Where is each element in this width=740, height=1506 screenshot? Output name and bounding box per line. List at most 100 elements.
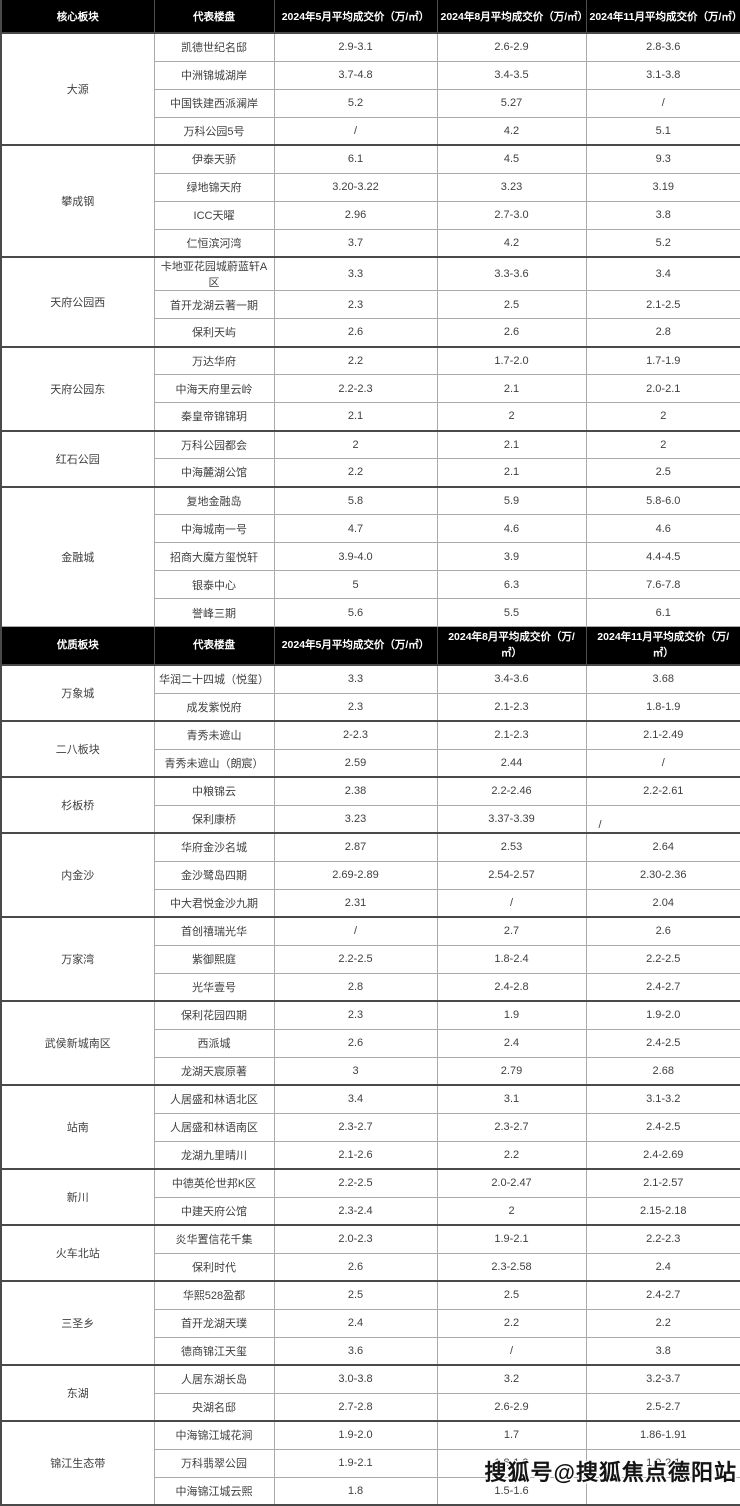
project-cell: 保利天屿: [153, 318, 275, 347]
price-cell: 2.4: [273, 1308, 438, 1338]
project-cell: 龙湖天宸原著: [153, 1056, 275, 1086]
area-cell: 新川: [0, 1168, 155, 1226]
price-cell: 5.5: [436, 598, 587, 627]
price-cell: 2.2: [436, 1140, 587, 1170]
price-cell: 3.9-4.0: [273, 542, 438, 571]
column-header: 代表楼盘: [153, 0, 275, 33]
project-cell: 中海天府里云岭: [153, 374, 275, 403]
column-header: 2024年5月平均成交价（万/㎡）: [273, 0, 438, 33]
price-cell: 5.8: [273, 485, 438, 515]
price-cell: 2.2-2.3: [585, 1224, 740, 1254]
price-cell: 2.3: [273, 1000, 438, 1030]
price-cell: 2.59: [273, 748, 438, 778]
table-row: 保利天屿 2.6 2.6 2.8: [1, 318, 740, 347]
price-cell: 2.04: [585, 888, 740, 918]
price-cell: 2.2: [273, 345, 438, 375]
price-cell: 2.8: [585, 318, 740, 347]
area-cell: 武侯新城南区: [0, 1000, 155, 1086]
price-cell: 3.19: [585, 172, 740, 202]
price-cell: 2.5: [436, 290, 587, 319]
table-row: 首开龙湖云著一期 2.3 2.5 2.1-2.5: [1, 290, 740, 319]
area-cell: 锦江生态带: [0, 1420, 155, 1506]
column-header: 2024年8月平均成交价（万/㎡）: [436, 627, 587, 665]
area-cell: 天府公园东: [0, 345, 155, 431]
price-cell: 4.6: [585, 514, 740, 543]
table-row: 银泰中心 5 6.3 7.6-7.8: [1, 570, 740, 599]
price-cell: 6.3: [436, 570, 587, 599]
price-cell: 2.79: [436, 1056, 587, 1086]
project-cell: 伊泰天骄: [153, 144, 275, 174]
price-cell: 2.3: [273, 290, 438, 319]
price-cell: 3.7: [273, 228, 438, 258]
project-cell: 复地金融岛: [153, 485, 275, 515]
column-header: 2024年8月平均成交价（万/㎡）: [436, 0, 587, 33]
table-row: 天府公园东 万达华府 2.2 1.7-2.0 1.7-1.9: [0, 345, 740, 431]
table-row: 中洲锦城湖岸 3.7-4.8 3.4-3.5 3.1-3.8: [1, 60, 740, 90]
price-cell: 2.6: [436, 318, 587, 347]
price-cell: 2.3-2.7: [436, 1112, 587, 1142]
table-row: 青秀未遮山（朗宸） 2.59 2.44/: [1, 748, 740, 778]
project-cell: 招商大魔方玺悦轩: [153, 542, 275, 571]
price-cell: 2.0-2.1: [585, 374, 740, 403]
price-cell: 2.4-2.5: [585, 1028, 740, 1058]
price-cell: 3.2-3.7: [585, 1364, 740, 1394]
price-cell: 2.1-2.3: [436, 720, 587, 750]
price-cell: 2.7: [436, 916, 587, 946]
price-cell: /: [585, 748, 740, 778]
price-cell: 2.5: [273, 1280, 438, 1310]
area-cell: 红石公园: [0, 429, 155, 487]
price-cell: 2.6-2.9: [436, 1392, 587, 1422]
table-row: 绿地锦天府 3.20-3.22 3.23 3.19: [1, 172, 740, 202]
project-cell: 人居东湖长岛: [153, 1364, 275, 1394]
table-row: 西派城 2.6 2.4 2.4-2.5: [1, 1028, 740, 1058]
price-cell: 2.2: [436, 1308, 587, 1338]
price-cell: 2.2-2.5: [273, 1168, 438, 1198]
project-cell: 炎华置信花千集: [153, 1224, 275, 1254]
price-cell: 2.2: [273, 458, 438, 487]
price-cell: 2.4: [585, 1252, 740, 1282]
price-cell: 2.64: [585, 832, 740, 862]
table-row: 万家湾 首创禧瑞光华/2.7 2.6: [0, 916, 740, 1002]
price-cell: 2.5: [585, 458, 740, 487]
price-cell: 6.1: [585, 598, 740, 627]
price-cell: 4.2: [436, 228, 587, 258]
price-cell: 5: [273, 570, 438, 599]
price-cell: 2.0-2.3: [273, 1224, 438, 1254]
project-cell: 中海城南一号: [153, 514, 275, 543]
table-row: 万科公园5号/4.2 5.1: [1, 116, 740, 146]
area-cell: 站南: [0, 1084, 155, 1170]
project-cell: 龙湖九里晴川: [153, 1140, 275, 1170]
price-cell: 2.5: [436, 1280, 587, 1310]
project-cell: 卡地亚花园城蔚蓝轩A区: [153, 256, 275, 291]
price-cell: 2: [585, 402, 740, 431]
column-header: 2024年11月平均成交价（万/㎡）: [585, 0, 740, 33]
price-cell: 2.54-2.57: [436, 860, 587, 890]
project-cell: 青秀未遮山: [153, 720, 275, 750]
table-row: 锦江生态带 中海锦江城花涧 1.9-2.0 1.7 1.86-1.91: [0, 1420, 740, 1506]
price-cell: 1.9-2.0: [585, 1000, 740, 1030]
price-cell: 2.2-2.46: [436, 776, 587, 806]
table-row: 二八板块 青秀未遮山 2-2.3 2.1-2.3 2.1-2.49: [0, 720, 740, 778]
table-row: 德商锦江天玺 3.6/3.8: [1, 1336, 740, 1366]
price-cell: 4.4-4.5: [585, 542, 740, 571]
project-cell: 万科公园都会: [153, 429, 275, 459]
price-cell: 2.2-2.5: [585, 944, 740, 974]
table-row: 龙湖天宸原著 3 2.79 2.68: [1, 1056, 740, 1086]
project-cell: 中洲锦城湖岸: [153, 60, 275, 90]
table-row: 龙湖九里晴川 2.1-2.6 2.2 2.4-2.69: [1, 1140, 740, 1170]
price-cell: 2.4-2.7: [585, 1280, 740, 1310]
price-cell: 3.8: [585, 200, 740, 230]
price-cell: 3.23: [436, 172, 587, 202]
price-cell: 2.1: [436, 458, 587, 487]
watermark: 搜狐号@搜狐焦点德阳站: [484, 1460, 737, 1485]
price-cell: 2-2.3: [273, 720, 438, 750]
price-cell: 2.4: [436, 1028, 587, 1058]
project-cell: 中大君悦金沙九期: [153, 888, 275, 918]
price-cell: 2.69-2.89: [273, 860, 438, 890]
header-row: 核心板块 代表楼盘 2024年5月平均成交价（万/㎡） 2024年8月平均成交价（万/…: [0, 0, 740, 33]
project-cell: 人居盛和林语北区: [153, 1084, 275, 1114]
price-cell: 2.4-2.7: [585, 972, 740, 1002]
project-cell: 首创禧瑞光华: [153, 916, 275, 946]
area-cell: 三圣乡: [0, 1280, 155, 1366]
